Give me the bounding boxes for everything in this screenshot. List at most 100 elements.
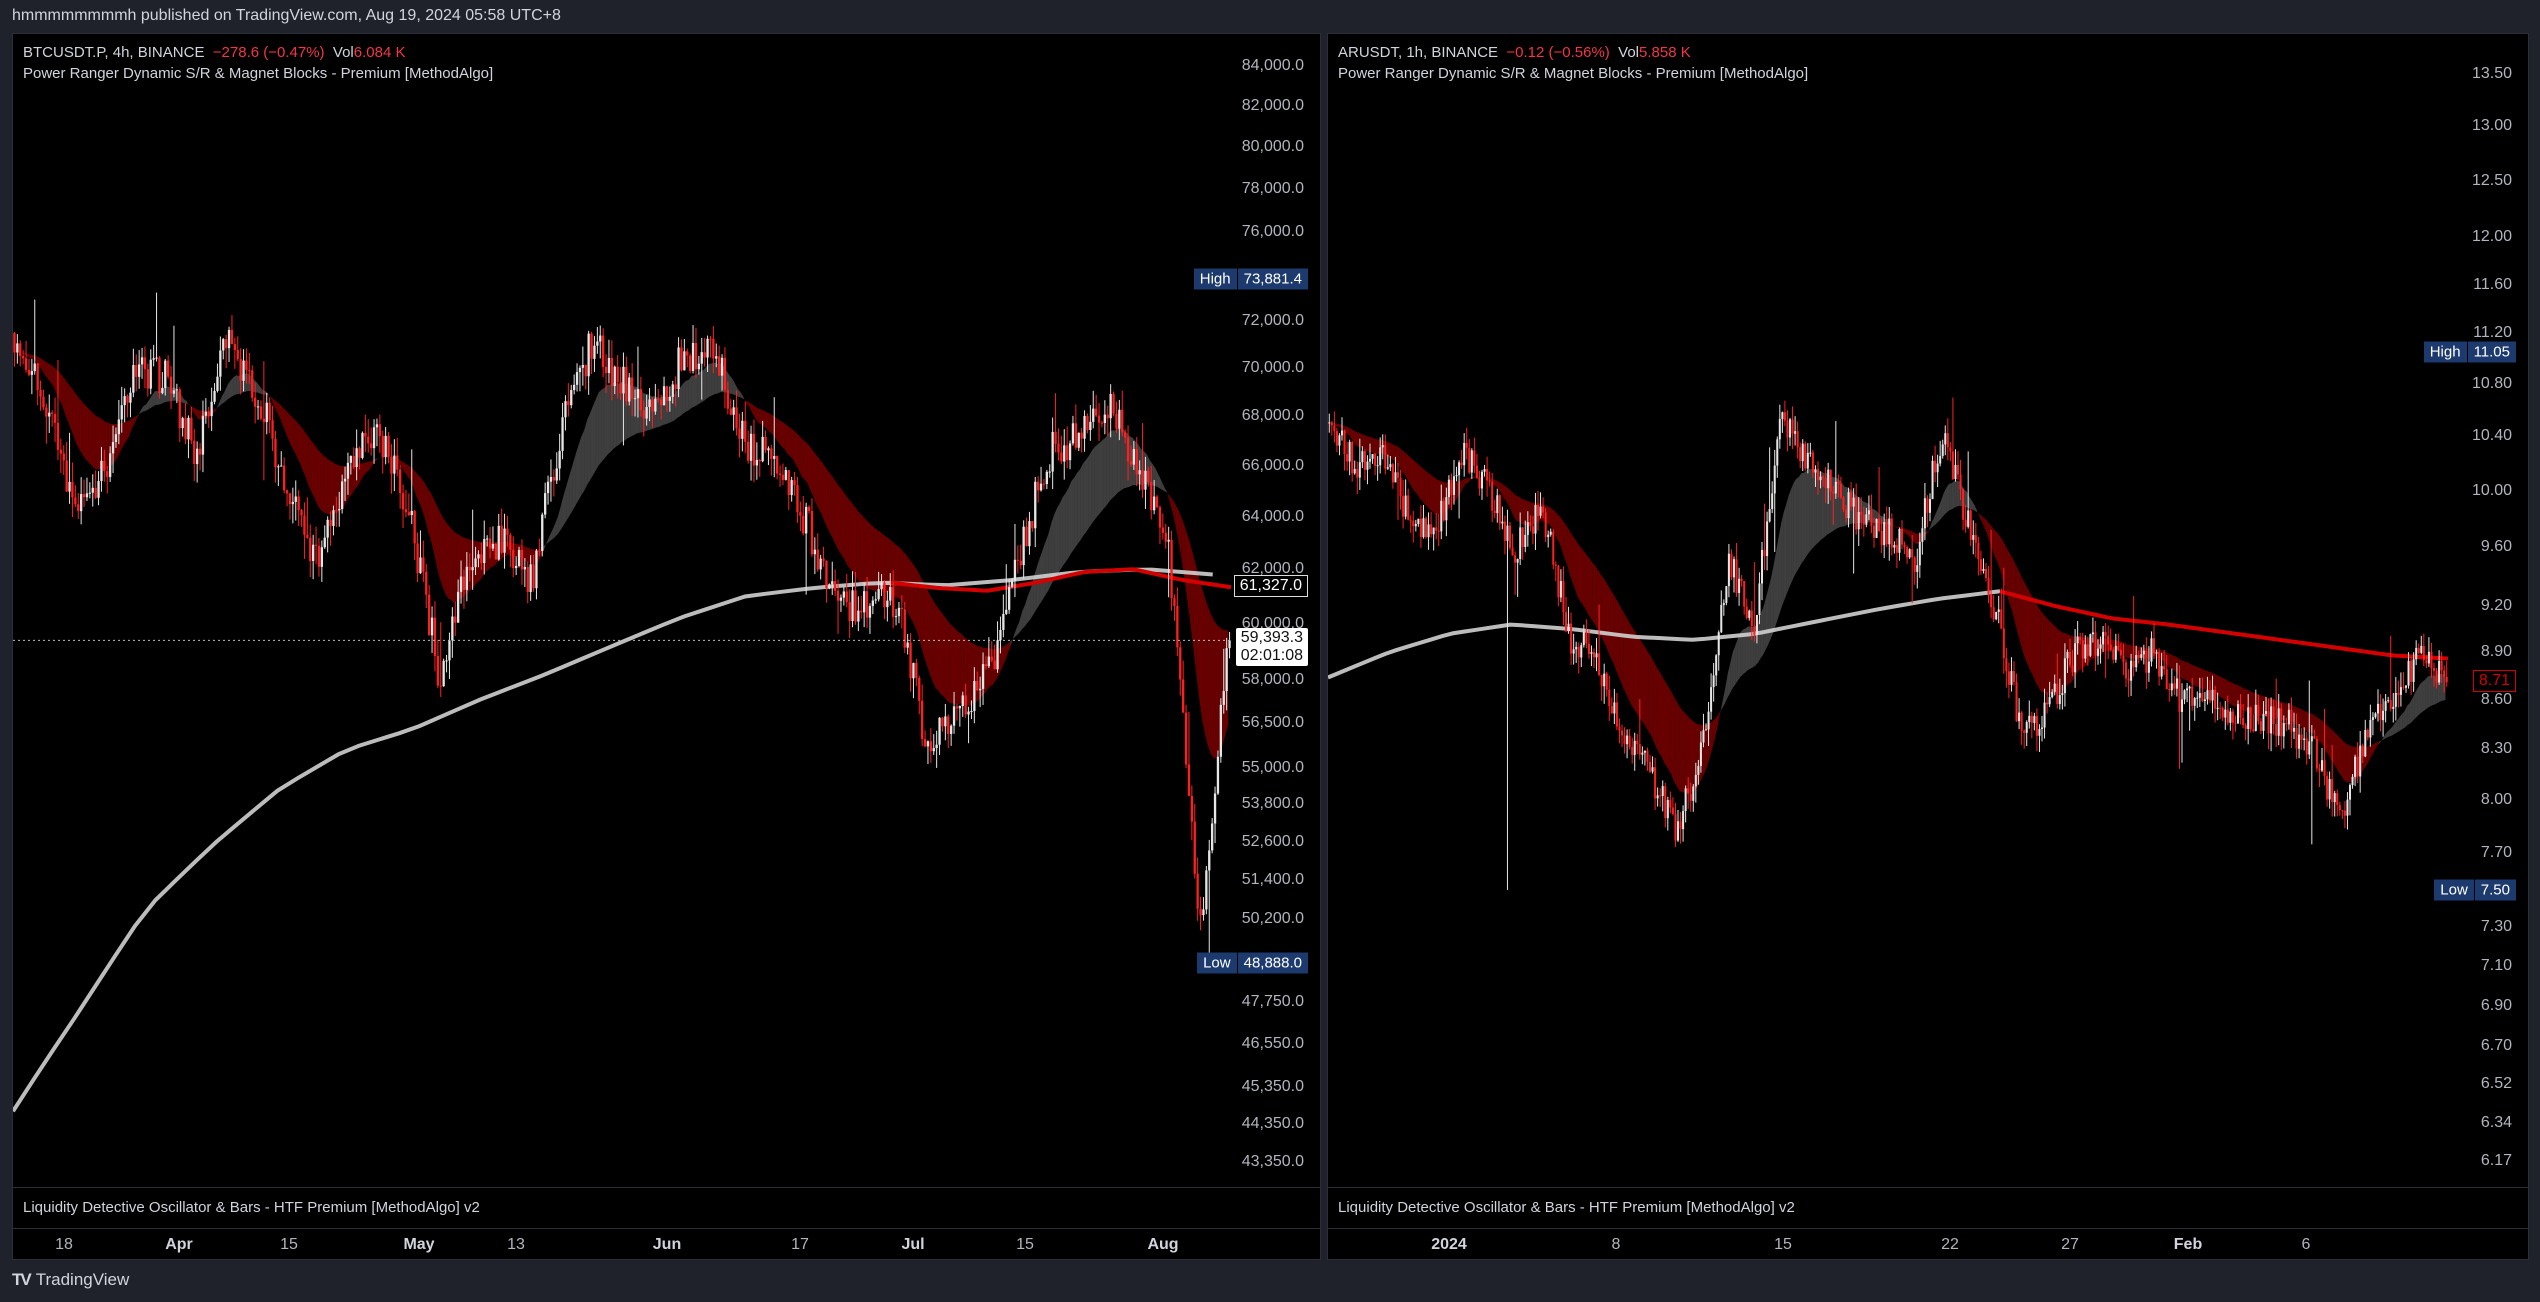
- candle: [2422, 645, 2425, 661]
- price-chart[interactable]: [1328, 34, 2529, 1187]
- candle: [967, 711, 970, 715]
- symbol-info[interactable]: ARUSDT, 1h, BINANCE: [1338, 44, 1499, 61]
- candle: [1376, 465, 1379, 467]
- trend-band-segment: [1592, 563, 1596, 625]
- candle: [1404, 495, 1407, 517]
- candle: [1692, 786, 1695, 801]
- candle: [198, 448, 202, 455]
- indicator-label[interactable]: Power Ranger Dynamic S/R & Magnet Blocks…: [1338, 65, 1809, 82]
- price-axis-label: 56,500.0: [1241, 714, 1304, 732]
- trend-band-segment: [1717, 711, 1720, 727]
- trend-band-segment: [407, 464, 411, 480]
- trend-band-segment: [584, 419, 588, 491]
- trend-band-segment: [1071, 477, 1075, 553]
- candle: [253, 397, 257, 407]
- candle: [1867, 510, 1870, 515]
- candle: [848, 602, 851, 622]
- tradingview-logo[interactable]: TV TradingView: [12, 1270, 130, 1289]
- trend-band-segment: [1582, 549, 1586, 609]
- candle: [761, 436, 764, 462]
- trend-band-segment: [294, 419, 298, 458]
- trend-band-segment: [1821, 471, 1825, 540]
- oscillator-label[interactable]: Liquidity Detective Oscillator & Bars - …: [1338, 1199, 1795, 1216]
- candle: [2300, 734, 2303, 740]
- candle: [909, 642, 912, 679]
- trend-band-segment: [1091, 446, 1095, 524]
- price-chart[interactable]: [13, 34, 1321, 1187]
- chart-panel-btcusdt[interactable]: BTCUSDT.P, 4h, BINANCE −278.6 (−0.47%) V…: [12, 33, 1321, 1260]
- trend-band-segment: [2010, 553, 2013, 613]
- candle: [1827, 469, 1830, 489]
- candle: [1659, 795, 1662, 797]
- candle: [1671, 807, 1674, 814]
- trend-band-segment: [1493, 479, 1496, 486]
- candle: [996, 640, 999, 670]
- candle: [1463, 442, 1466, 466]
- candle: [1842, 497, 1845, 510]
- trend-band-segment: [2007, 549, 2011, 606]
- oscillator-label[interactable]: Liquidity Detective Oscillator & Bars - …: [23, 1199, 480, 1216]
- trend-band-segment: [1097, 442, 1101, 517]
- candle: [1557, 565, 1560, 598]
- candle: [294, 496, 297, 502]
- trend-band-segment: [1366, 435, 1369, 452]
- price-change: −0.12 (−0.56%): [1506, 44, 1610, 61]
- trend-band-segment: [1613, 593, 1616, 669]
- trend-band-segment: [1984, 518, 1988, 535]
- candle: [282, 465, 286, 491]
- trend-band-segment: [2252, 692, 2255, 715]
- price-axis-label: 52,600.0: [1241, 832, 1304, 850]
- trend-band-segment: [949, 623, 953, 704]
- trend-band-segment: [883, 534, 886, 593]
- candle: [1335, 431, 1338, 446]
- candle: [1445, 497, 1448, 521]
- trend-band-segment: [137, 410, 141, 417]
- trend-band-segment: [2221, 677, 2224, 700]
- candle: [584, 364, 587, 377]
- candle: [1763, 549, 1766, 557]
- trend-band-segment: [865, 519, 869, 589]
- candle: [2145, 650, 2148, 673]
- oscillator-pane[interactable]: Liquidity Detective Oscillator & Bars - …: [1328, 1187, 2528, 1229]
- trend-band-segment: [2045, 617, 2049, 694]
- candle: [2285, 722, 2288, 725]
- trend-band-segment: [2168, 653, 2171, 668]
- oscillator-pane[interactable]: Liquidity Detective Oscillator & Bars - …: [13, 1187, 1320, 1229]
- candle: [2076, 636, 2079, 644]
- candle: [697, 363, 701, 370]
- candle: [143, 357, 147, 370]
- candle: [2392, 706, 2395, 709]
- candle: [262, 418, 266, 423]
- candle: [2308, 741, 2311, 755]
- trend-band-segment: [1956, 480, 1960, 507]
- candle: [1109, 393, 1112, 419]
- trend-band-segment: [439, 510, 443, 586]
- trend-band-segment: [914, 566, 918, 635]
- trend-band-segment: [1643, 644, 1647, 728]
- candle: [2374, 713, 2377, 718]
- trend-band-segment: [854, 505, 857, 579]
- candle: [732, 407, 735, 415]
- trend-band-segment: [36, 356, 40, 366]
- candle: [413, 510, 416, 544]
- trend-band-segment: [79, 398, 83, 455]
- candle: [610, 358, 614, 387]
- trend-band-segment: [2397, 716, 2400, 733]
- indicator-label[interactable]: Power Ranger Dynamic S/R & Magnet Blocks…: [23, 65, 494, 82]
- candle: [883, 582, 886, 608]
- trend-band-segment: [1602, 577, 1606, 645]
- candle: [2226, 709, 2229, 723]
- candle: [2313, 736, 2316, 739]
- symbol-info[interactable]: BTCUSDT.P, 4h, BINANCE: [23, 44, 205, 61]
- candle: [1346, 454, 1349, 462]
- trend-band-segment: [39, 357, 42, 370]
- trend-band-segment: [711, 362, 715, 396]
- candle: [723, 357, 727, 391]
- candle: [117, 419, 121, 435]
- chart-panel-arusdt[interactable]: ARUSDT, 1h, BINANCE −0.12 (−0.56%) Vol5.…: [1327, 33, 2529, 1260]
- candle: [657, 398, 660, 400]
- candle: [1638, 744, 1641, 755]
- candle: [686, 351, 689, 356]
- trend-band-segment: [1646, 649, 1649, 732]
- candle: [2333, 793, 2336, 803]
